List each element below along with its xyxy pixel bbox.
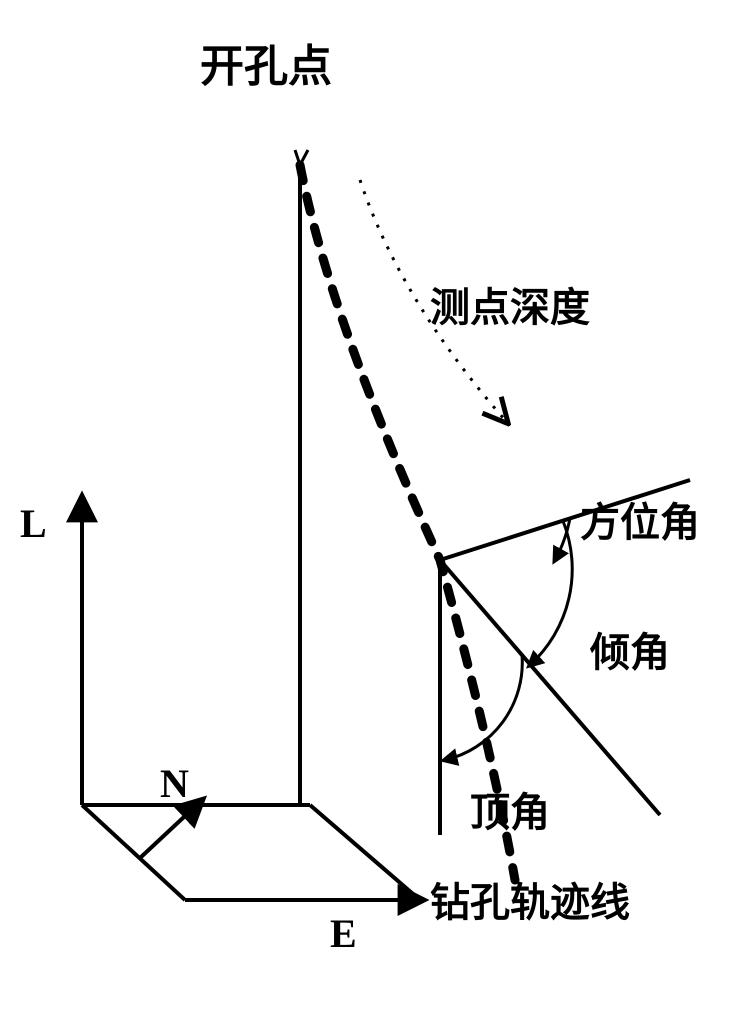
diagram-canvas: 开孔点 L N E 测点深度 方位角 倾角 顶角 钻孔轨迹线 [0,0,742,1022]
trajectory-line [300,165,515,880]
coordinate-frame [82,500,420,900]
title-label: 开孔点 [200,30,332,94]
inclination-label: 倾角 [590,620,670,678]
floor-edge-left [82,805,185,900]
trajectory-label: 钻孔轨迹线 [430,870,630,928]
apex-label: 顶角 [470,780,550,838]
axis-N [140,802,200,858]
inclination-arc [530,521,572,665]
azimuth-label: 方位角 [580,490,700,548]
axis-N-label: N [160,760,189,807]
axis-E-label: E [330,910,357,957]
depth-label: 测点深度 [430,275,590,333]
floor-edge-right [310,805,420,900]
axis-L-label: L [20,500,47,547]
